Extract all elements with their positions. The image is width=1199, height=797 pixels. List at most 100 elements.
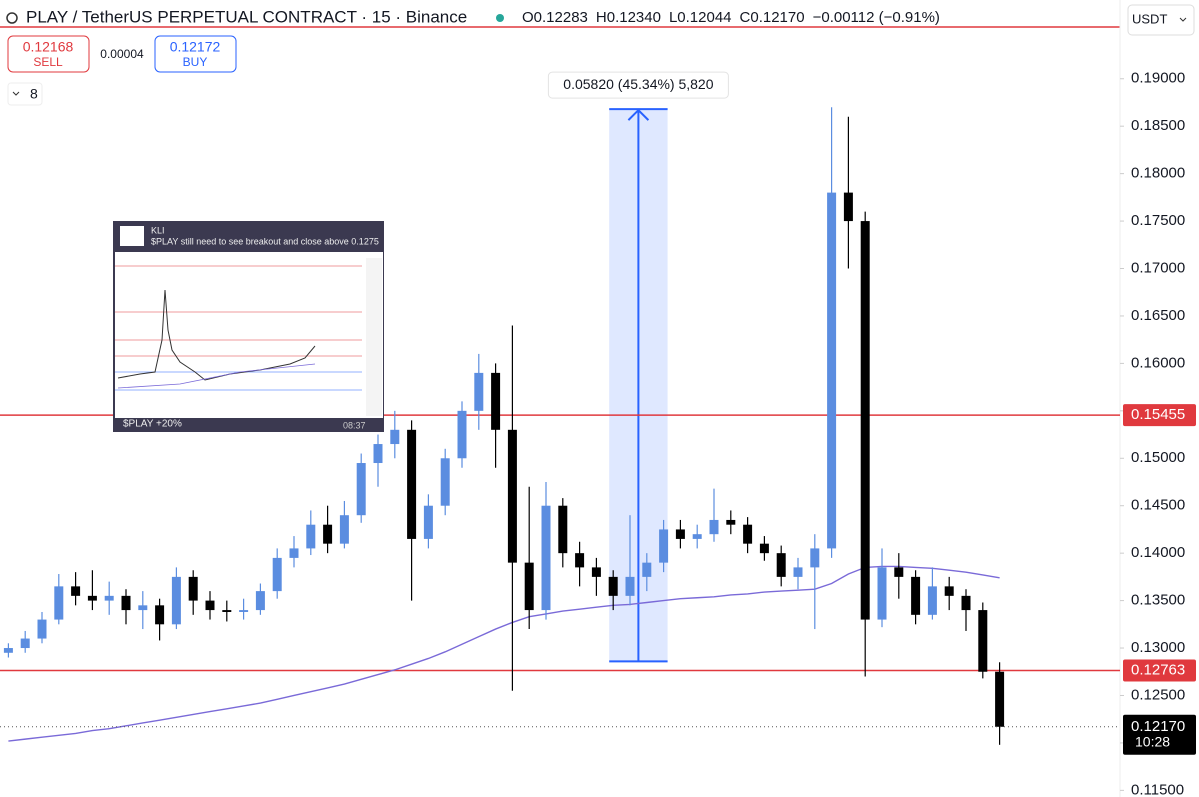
sell-label: SELL — [33, 55, 63, 69]
candle-body — [776, 553, 786, 577]
candle-body — [440, 458, 450, 506]
y-tick-label: 0.12500 — [1131, 686, 1185, 703]
candle-body — [927, 586, 937, 615]
candle-body — [457, 410, 467, 459]
last-price-tag — [1123, 714, 1196, 755]
candle-body — [793, 567, 803, 577]
candle-body — [104, 595, 114, 601]
moving-average — [8, 565, 1000, 742]
y-tick-label: 0.15000 — [1131, 449, 1185, 466]
candle-body — [155, 605, 165, 625]
candle-body — [255, 591, 265, 611]
candle-body — [743, 524, 753, 544]
inset-ma — [117, 363, 316, 389]
candle-body — [524, 562, 534, 611]
ohlc-value: O0.12283 — [522, 9, 588, 26]
candle-body — [121, 595, 131, 611]
candle-body — [726, 519, 736, 525]
candle-body — [373, 444, 383, 464]
candle-body — [911, 576, 921, 615]
candle-body — [944, 586, 954, 596]
candle-body — [558, 505, 568, 554]
candle-body — [675, 529, 685, 539]
inset-avatar — [120, 226, 144, 246]
tweet-inset: KLI $PLAY still need to see breakout and… — [113, 221, 384, 432]
candle-body — [323, 524, 333, 544]
candle-body — [575, 553, 585, 568]
candle-body — [810, 548, 820, 568]
candle-body — [877, 567, 887, 620]
measure-label-box — [547, 71, 729, 99]
candle-body — [608, 576, 618, 596]
inset-caption: $PLAY +20% — [123, 419, 182, 430]
currency: USDT — [1132, 11, 1167, 26]
candle-body — [491, 372, 501, 430]
y-tick-label: 0.18500 — [1131, 117, 1185, 134]
y-tick-label: 0.14000 — [1131, 544, 1185, 561]
candle-body — [961, 595, 971, 611]
inset-text: $PLAY still need to see breakout and clo… — [151, 236, 379, 246]
sell-button[interactable] — [7, 35, 90, 73]
candle-body — [171, 576, 181, 625]
candle-body — [759, 543, 769, 554]
candle-body — [205, 600, 215, 611]
inset-price — [117, 289, 316, 381]
candle-body — [692, 534, 702, 539]
ohlc-value: L0.12044 — [669, 9, 732, 26]
candle-body — [272, 557, 282, 592]
candle-body — [20, 638, 30, 649]
sell-price: 0.12168 — [23, 39, 74, 55]
candle-body — [222, 610, 232, 612]
candle-body — [659, 529, 669, 563]
y-tick-label: 0.11500 — [1131, 781, 1184, 797]
currency-caret — [1179, 17, 1187, 22]
indicators-toggle[interactable] — [7, 82, 43, 106]
price-level-label: 0.15455 — [1131, 406, 1185, 423]
candle-body — [188, 576, 198, 601]
candle-body — [507, 429, 517, 563]
countdown: 10:28 — [1135, 733, 1170, 749]
measure-label: 0.05820 (45.34%) 5,820 — [563, 76, 713, 92]
y-tick-label: 0.18000 — [1131, 165, 1185, 182]
ohlc-readout: O0.12283 H0.12340 L0.12044 C0.12170 −0.00112… — [522, 9, 940, 26]
y-tick-label: 0.19000 — [1131, 70, 1185, 87]
price-level-tag — [1123, 659, 1196, 682]
candle-body — [356, 463, 366, 516]
y-tick-label: 0.17000 — [1131, 259, 1185, 276]
candle-body — [709, 519, 719, 535]
currency-box[interactable] — [1127, 4, 1195, 36]
candle-body — [138, 605, 148, 611]
inset-axis — [366, 258, 382, 416]
candle-body — [995, 671, 1005, 727]
symbol-icon — [6, 12, 18, 24]
status-dot — [496, 14, 504, 22]
candle-body — [591, 567, 601, 577]
y-tick-label: 0.17500 — [1131, 212, 1185, 229]
candle-body — [37, 619, 47, 639]
price-level-tag — [1123, 404, 1196, 427]
ohlc-value: C0.12170 — [740, 9, 805, 26]
chart-title: PLAY / TetherUS PERPETUAL CONTRACT · 15 … — [26, 7, 467, 26]
candle-body — [71, 586, 81, 596]
indicator-count: 8 — [30, 86, 38, 102]
inset-chart — [115, 252, 383, 418]
candle-body — [827, 192, 837, 549]
buy-label: BUY — [183, 55, 208, 69]
inset-time: 08:37 — [343, 420, 366, 430]
y-tick-label: 0.13500 — [1131, 592, 1185, 609]
candle-body — [894, 567, 904, 577]
candle-body — [54, 586, 64, 620]
candle-body — [642, 562, 652, 577]
candle-body — [843, 192, 853, 222]
spread: 0.00004 — [100, 47, 144, 61]
candle-body — [3, 648, 13, 653]
candle-body — [860, 221, 870, 620]
candle-body — [978, 610, 988, 672]
buy-button[interactable] — [154, 35, 237, 73]
inset-author: KLI — [151, 225, 165, 235]
candle-body — [625, 576, 635, 596]
candle-body — [239, 610, 249, 612]
y-tick-label: 0.13000 — [1131, 639, 1185, 656]
